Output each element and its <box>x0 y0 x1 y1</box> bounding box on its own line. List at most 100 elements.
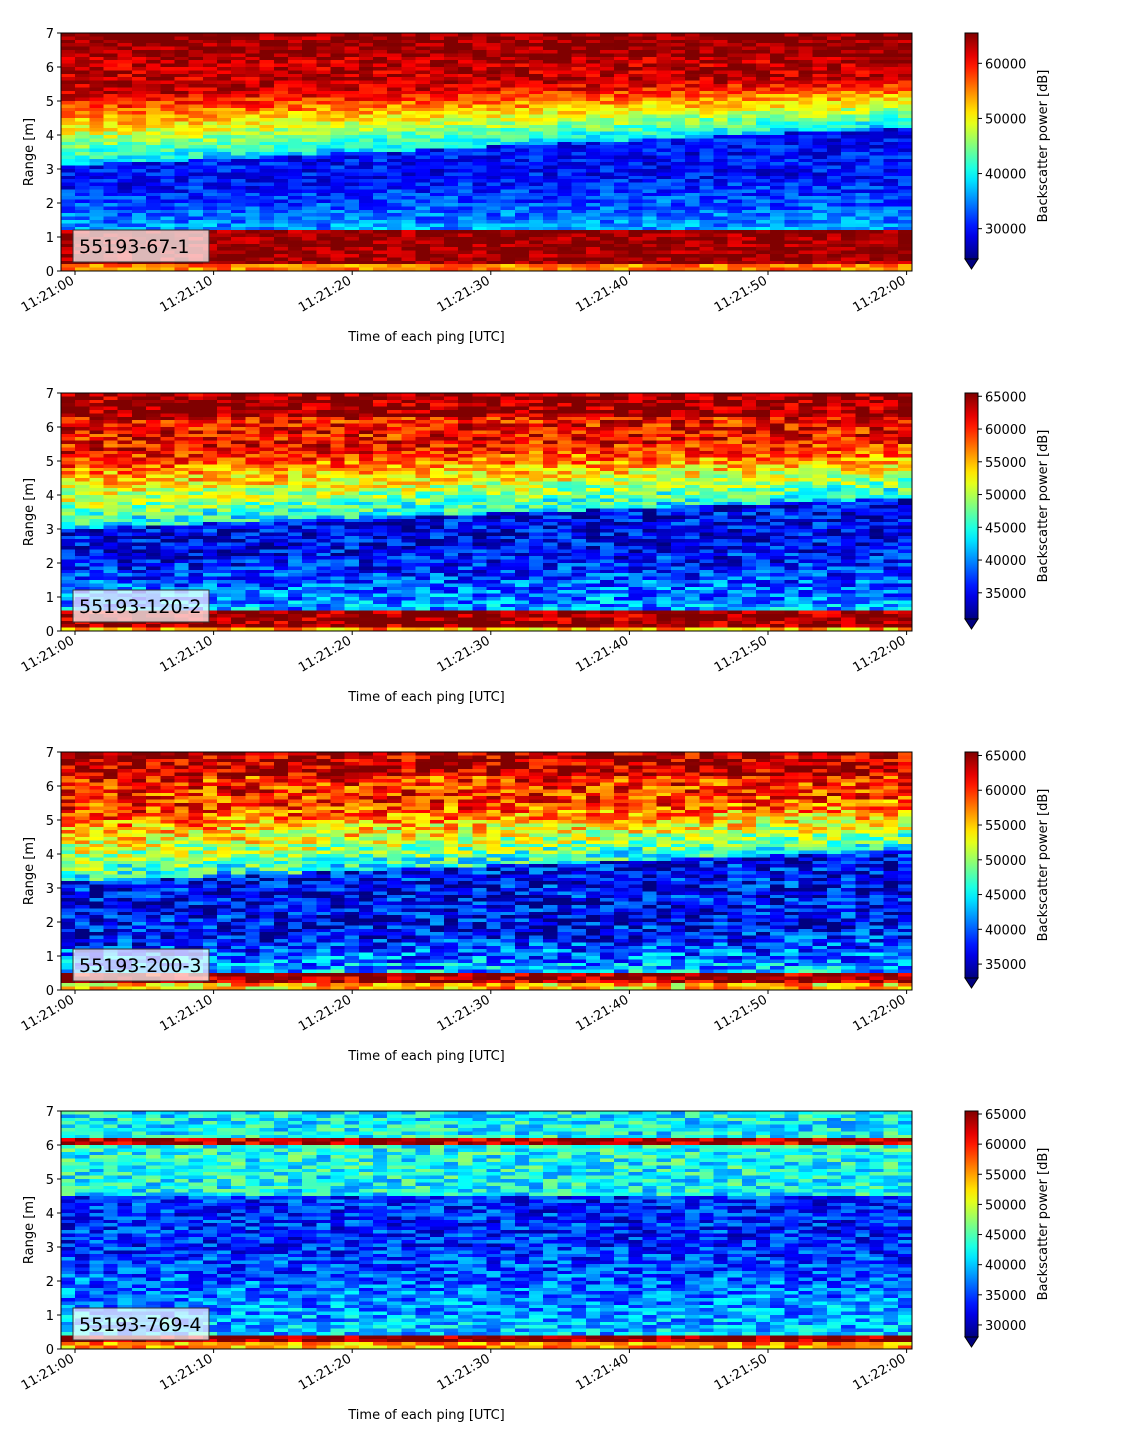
station-label-text: 55193-120-2 <box>79 596 202 618</box>
colorbar-extend-arrow <box>964 618 979 630</box>
colorbar-tick-label: 60000 <box>985 784 1026 799</box>
colorbar-tick-label: 30000 <box>985 223 1026 238</box>
colorbar-extend-arrow <box>964 258 979 270</box>
x-tick-label: 11:22:00 <box>851 633 909 675</box>
y-tick-label: 0 <box>46 984 54 999</box>
x-tick-label: 11:21:40 <box>573 633 631 675</box>
x-axis-label: Time of each ping [UTC] <box>347 690 505 705</box>
y-tick-label: 3 <box>46 1241 54 1256</box>
colorbar-tick-label: 45000 <box>985 521 1026 536</box>
y-tick-label: 1 <box>46 591 54 606</box>
x-tick-label: 11:21:20 <box>296 992 354 1034</box>
y-tick-label: 4 <box>46 129 54 144</box>
station-label-box <box>72 229 210 263</box>
x-tick-label: 11:22:00 <box>851 992 909 1034</box>
y-tick-label: 3 <box>46 882 54 897</box>
colorbar: 30000 35000 40000 45000 50000 55000 60000 65000… <box>964 1108 1051 1348</box>
y-tick-label: 4 <box>46 489 54 504</box>
y-tick-label: 3 <box>46 163 54 178</box>
x-tick-label: 11:21:30 <box>435 273 493 315</box>
colorbar-bar <box>964 1110 979 1338</box>
station-label-text: 55193-67-1 <box>79 236 189 258</box>
y-tick-label: 2 <box>46 197 54 212</box>
axes-frame <box>60 1110 913 1350</box>
y-tick-label: 2 <box>46 916 54 931</box>
x-axis-label: Time of each ping [UTC] <box>347 330 505 345</box>
colorbar-tick-label: 65000 <box>985 1108 1026 1123</box>
x-tick-label: 11:21:50 <box>712 273 770 315</box>
y-tick-label: 5 <box>46 95 54 110</box>
y-tick-label: 0 <box>46 265 54 280</box>
colorbar-tick-label: 55000 <box>985 819 1026 834</box>
y-tick-label: 1 <box>46 950 54 965</box>
x-tick-label: 11:21:40 <box>573 992 631 1034</box>
colorbar-tick-label: 30000 <box>985 1319 1026 1334</box>
colorbar-tick-label: 60000 <box>985 57 1026 72</box>
y-tick-label: 2 <box>46 1275 54 1290</box>
x-tick-label: 11:21:40 <box>573 273 631 315</box>
y-tick-label: 6 <box>46 421 54 436</box>
colorbar: 35000 40000 45000 50000 55000 60000 65000 Backs… <box>964 749 1051 989</box>
y-tick-label: 4 <box>46 848 54 863</box>
y-tick-label: 7 <box>46 27 54 42</box>
station-label-text: 55193-200-3 <box>79 955 202 977</box>
colorbar-extend-arrow <box>964 977 979 989</box>
x-tick-label: 11:21:30 <box>435 1351 493 1393</box>
colorbar-tick-label: 35000 <box>985 1289 1026 1304</box>
y-tick-label: 6 <box>46 780 54 795</box>
colorbar-tick-label: 55000 <box>985 1168 1026 1183</box>
y-axis-label: Range [m] <box>22 837 37 905</box>
colorbar-tick-label: 60000 <box>985 1138 1026 1153</box>
station-label: 55193-120-2 <box>72 589 210 623</box>
y-tick-label: 7 <box>46 1105 54 1120</box>
x-tick-label: 11:21:20 <box>296 633 354 675</box>
y-axis-label: Range [m] <box>22 1196 37 1264</box>
colorbar-tick-label: 60000 <box>985 423 1026 438</box>
colorbar-tick-label: 50000 <box>985 489 1026 504</box>
x-tick-label: 11:21:10 <box>158 992 216 1034</box>
colorbar-tick-label: 35000 <box>985 587 1026 602</box>
x-tick-label: 11:21:10 <box>158 273 216 315</box>
colorbar-tick-label: 40000 <box>985 168 1026 183</box>
x-tick-label: 11:21:50 <box>712 992 770 1034</box>
colorbar-label: Backscatter power [dB] <box>1036 70 1051 223</box>
x-axis-label: Time of each ping [UTC] <box>347 1408 505 1423</box>
y-tick-label: 0 <box>46 625 54 640</box>
y-tick-label: 1 <box>46 1309 54 1324</box>
y-tick-label: 5 <box>46 814 54 829</box>
axes-frame <box>60 751 913 991</box>
colorbar-tick-label: 50000 <box>985 112 1026 127</box>
y-axis-label: Range [m] <box>22 118 37 186</box>
x-tick-label: 11:21:30 <box>435 633 493 675</box>
colorbar-bar <box>964 392 979 620</box>
colorbar-tick-label: 35000 <box>985 958 1026 973</box>
colorbar-tick-label: 40000 <box>985 923 1026 938</box>
x-tick-label: 11:21:10 <box>158 1351 216 1393</box>
y-tick-label: 1 <box>46 231 54 246</box>
colorbar: 35000 40000 45000 50000 55000 60000 65000 Backs… <box>964 390 1051 630</box>
y-tick-label: 0 <box>46 1343 54 1358</box>
y-tick-label: 5 <box>46 1173 54 1188</box>
station-label-box <box>72 948 210 982</box>
x-axis-label: Time of each ping [UTC] <box>347 1049 505 1064</box>
colorbar-label: Backscatter power [dB] <box>1036 789 1051 942</box>
colorbar-tick-label: 45000 <box>985 889 1026 904</box>
y-tick-label: 7 <box>46 387 54 402</box>
x-tick-label: 11:21:30 <box>435 992 493 1034</box>
x-tick-label: 11:21:40 <box>573 1351 631 1393</box>
y-tick-label: 6 <box>46 1139 54 1154</box>
x-tick-label: 11:22:00 <box>851 1351 909 1393</box>
y-tick-label: 2 <box>46 557 54 572</box>
x-tick-label: 11:21:10 <box>158 633 216 675</box>
station-label: 55193-769-4 <box>72 1307 210 1341</box>
y-tick-label: 3 <box>46 523 54 538</box>
colorbar-tick-label: 65000 <box>985 390 1026 405</box>
y-tick-label: 4 <box>46 1207 54 1222</box>
station-label-box <box>72 589 210 623</box>
